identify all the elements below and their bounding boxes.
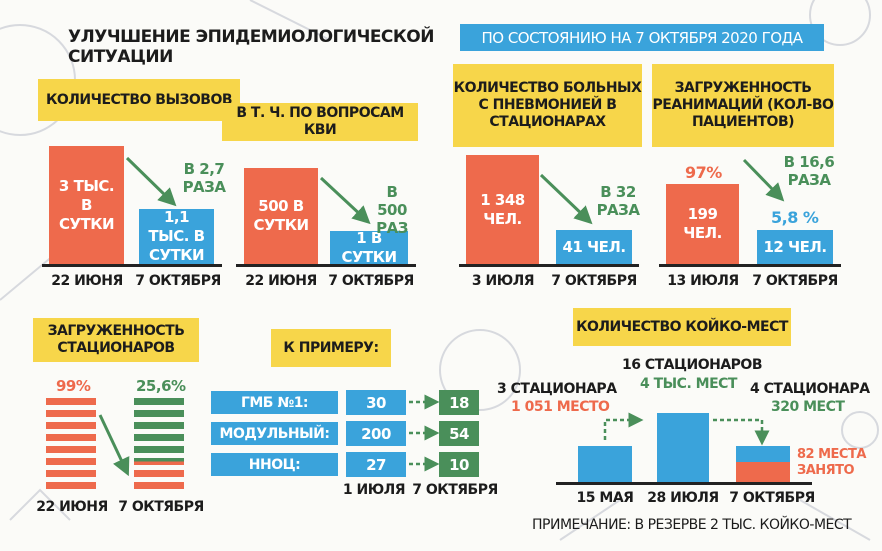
icu-after-bar: 12 ЧЕЛ. [757, 230, 833, 264]
example-row-name: ГМБ №1: [211, 391, 338, 414]
calls-cvi-label: В Т. Ч. ПО ВОПРОСАМ КВИ [222, 103, 418, 141]
example-row-before: 200 [346, 421, 406, 446]
calls-before-bar: 3 ТЫС. В СУТКИ [49, 146, 124, 264]
beds-arrow-icon [603, 412, 644, 440]
beds-note: ПРИМЕЧАНИЕ: В РЕЗЕРВЕ 2 ТЫС. КОЙКО-МЕСТ [532, 517, 852, 533]
icu-baseline [659, 264, 841, 267]
pneumonia-baseline [459, 264, 639, 267]
example-row-before: 30 [346, 390, 406, 415]
icu-label: ЗАГРУЖЕННОСТЬ РЕАНИМАЦИЙ (КОЛ-ВО ПАЦИЕНТ… [652, 64, 834, 147]
hospital-load-label: ЗАГРУЖЕННОСТЬ СТАЦИОНАРОВ [33, 318, 199, 362]
beds-c3-title: 4 СТАЦИОНАРА [750, 381, 870, 397]
example-row-after: 54 [439, 421, 479, 446]
example-row-name: МОДУЛЬНЫЙ: [211, 422, 338, 445]
calls-cvi-baseline [236, 264, 416, 267]
example-row-after: 18 [439, 390, 479, 415]
beds-c3-value: 320 МЕСТ [771, 399, 845, 415]
calls-label: КОЛИЧЕСТВО ВЫЗОВОВ [38, 79, 240, 121]
example-after-date: 7 ОКТЯБРЯ [412, 482, 498, 498]
beds-c1-date: 15 МАЯ [576, 490, 634, 506]
icu-before-date: 13 ИЮЛЯ [667, 273, 739, 289]
beds-c3-bar [736, 446, 790, 462]
pneumonia-after-bar: 41 ЧЕЛ. [556, 230, 632, 264]
beds-baseline [556, 482, 812, 485]
beds-label: КОЛИЧЕСТВО КОЙКО-МЕСТ [573, 308, 791, 346]
calls-arrow-icon [125, 156, 177, 207]
page-title: УЛУЧШЕНИЕ ЭПИДЕМИОЛОГИЧЕСКОЙ СИТУАЦИИ [68, 27, 435, 67]
hospital-load-arrow-icon [98, 414, 130, 477]
beds-arrow-icon [713, 418, 770, 446]
pneumonia-before-date: 3 ИЮЛЯ [471, 273, 535, 289]
beds-c3-occupied-line2: ЗАНЯТО [797, 463, 855, 478]
calls-cvi-after-date: 7 ОКТЯБРЯ [328, 273, 414, 289]
hospital-load-after-date: 7 ОКТЯБРЯ [118, 499, 204, 515]
beds-c1-title: 3 СТАЦИОНАРА [497, 381, 617, 397]
icu-before-bar: 199 ЧЕЛ. [666, 184, 739, 264]
example-row-after: 10 [439, 452, 479, 477]
calls-baseline [42, 264, 222, 267]
icu-before-pct: 97% [685, 163, 722, 182]
hospital-load-before-date: 22 ИЮНЯ [36, 499, 108, 515]
icu-after-date: 7 ОКТЯБРЯ [752, 273, 838, 289]
icu-after-pct: 5,8 % [771, 208, 819, 227]
example-before-date: 1 ИЮЛЯ [342, 482, 406, 498]
beds-c3-occupied-bar [736, 462, 790, 482]
calls-cvi-after-bar: 1 В СУТКИ [330, 229, 408, 266]
pneumonia-change: В 32 РАЗА [596, 183, 640, 219]
calls-cvi-change: В 500 РАЗ [376, 183, 408, 237]
icu-change: В 16,6 РАЗА [783, 153, 835, 189]
calls-cvi-before-date: 22 ИЮНЯ [245, 273, 317, 289]
beds-c2-value: 4 ТЫС. МЕСТ [640, 376, 737, 392]
beds-c2-date: 28 ИЮЛЯ [647, 490, 719, 506]
icu-arrow-icon [742, 158, 785, 202]
date-badge: ПО СОСТОЯНИЮ НА 7 ОКТЯБРЯ 2020 ГОДА [460, 24, 824, 51]
beds-c3-occupied-line1: 82 МЕСТА [797, 447, 866, 462]
calls-after-bar: 1,1 ТЫС. В СУТКИ [139, 208, 214, 264]
pneumonia-before-bar: 1 348 ЧЕЛ. [466, 155, 539, 264]
example-label: К ПРИМЕРУ: [271, 329, 391, 367]
beds-c2-bar [657, 413, 709, 482]
beds-c1-bar [578, 446, 632, 482]
beds-c2-title: 16 СТАЦИОНАРОВ [622, 357, 763, 373]
beds-c3-occupied: 82 МЕСТА ЗАНЯТО [797, 447, 866, 479]
calls-cvi-before-bar: 500 В СУТКИ [244, 168, 318, 264]
calls-cvi-arrow-icon [319, 176, 371, 225]
example-row-before: 27 [346, 452, 406, 477]
pneumonia-after-date: 7 ОКТЯБРЯ [551, 273, 637, 289]
calls-change: В 2,7 РАЗА [182, 160, 226, 196]
hospital-load-after-pct: 25,6% [136, 377, 186, 395]
beds-c3-date: 7 ОКТЯБРЯ [729, 490, 815, 506]
beds-c1-value: 1 051 МЕСТО [511, 399, 610, 415]
example-row-name: ННОЦ: [211, 453, 338, 476]
hospital-load-before-pct: 99% [56, 377, 91, 395]
calls-after-date: 7 ОКТЯБРЯ [135, 273, 221, 289]
pneumonia-label: КОЛИЧЕСТВО БОЛЬНЫХ С ПНЕВМОНИЕЙ В СТАЦИО… [453, 64, 642, 147]
calls-before-date: 22 ИЮНЯ [51, 273, 123, 289]
pneumonia-arrow-icon [539, 173, 593, 225]
